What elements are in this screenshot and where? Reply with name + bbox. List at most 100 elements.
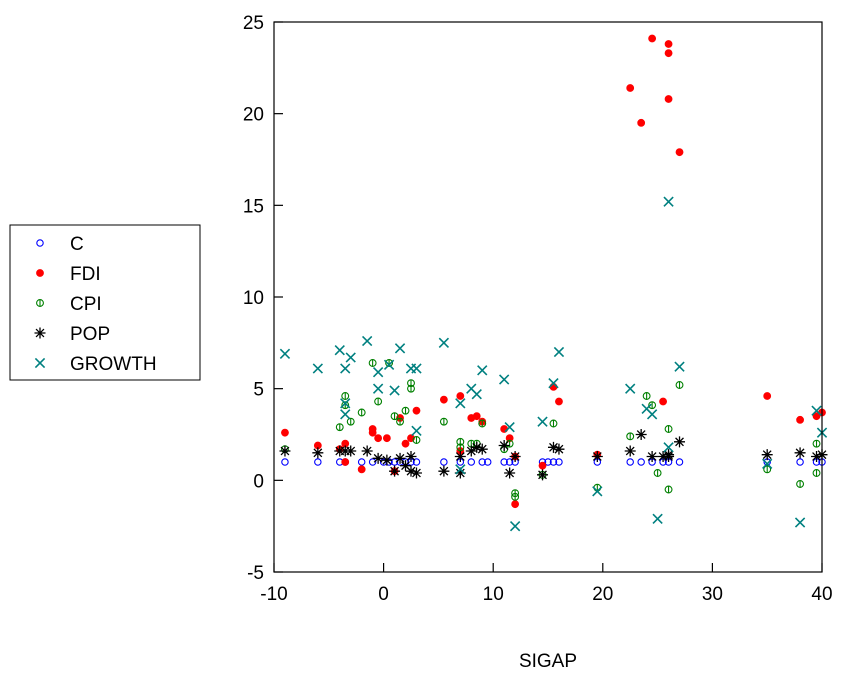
- data-point-c: [412, 458, 421, 466]
- data-point-pop: [405, 465, 417, 477]
- data-point-growth: [340, 409, 351, 420]
- x-tick-label: 20: [592, 584, 613, 605]
- data-point-growth: [471, 389, 482, 400]
- data-point-cpi: [439, 417, 448, 426]
- data-point-growth: [663, 196, 674, 207]
- data-point-cpi: [407, 384, 415, 393]
- data-point-growth: [372, 367, 384, 378]
- data-point-c: [796, 458, 804, 466]
- data-point-growth: [394, 343, 406, 354]
- y-tick-label: 20: [243, 105, 264, 126]
- y-tick-label: 5: [253, 380, 264, 401]
- data-point-c: [357, 458, 366, 466]
- data-point-fdi: [626, 84, 635, 92]
- data-point-pop: [471, 441, 483, 453]
- data-point-cpi: [653, 469, 662, 477]
- data-point-growth: [762, 458, 773, 469]
- data-point-growth: [411, 425, 422, 436]
- data-point-pop: [476, 443, 488, 455]
- data-point-growth: [794, 517, 806, 528]
- data-point-growth: [279, 348, 291, 359]
- x-tick-label: 30: [702, 584, 723, 605]
- data-point-c: [637, 458, 645, 466]
- data-point-c: [467, 458, 476, 466]
- data-point-fdi: [439, 395, 448, 404]
- legend-label-pop: POP: [70, 324, 110, 345]
- data-point-growth: [625, 383, 636, 394]
- data-point-pop: [553, 443, 565, 455]
- data-point-growth: [340, 363, 351, 374]
- data-point-fdi: [511, 500, 520, 509]
- data-point-cpi: [675, 381, 684, 389]
- data-point-cpi: [368, 359, 377, 367]
- data-point-fdi: [763, 392, 772, 400]
- plot-frame: [273, 21, 823, 573]
- series-fdi: [281, 34, 826, 509]
- legend-marker-pop: [34, 327, 46, 339]
- data-point-pop: [646, 451, 658, 462]
- data-point-pop: [547, 441, 559, 453]
- legend-marker-c: [36, 239, 44, 247]
- data-point-growth: [504, 422, 515, 433]
- legend-label-growth: GROWTH: [70, 354, 157, 375]
- data-point-growth: [312, 363, 324, 374]
- data-point-pop: [794, 447, 806, 459]
- legend-label-fdi: FDI: [70, 264, 101, 285]
- data-point-cpi: [763, 465, 772, 474]
- data-point-growth: [455, 464, 466, 475]
- data-point-c: [500, 458, 508, 466]
- data-point-cpi: [374, 397, 383, 406]
- data-point-fdi: [368, 428, 377, 437]
- data-point-fdi: [648, 34, 657, 43]
- data-point-pop: [389, 465, 401, 477]
- data-point-pop: [674, 436, 686, 448]
- data-point-fdi: [538, 461, 547, 470]
- x-axis-label: SIGAP: [519, 651, 577, 672]
- data-point-pop: [345, 445, 357, 457]
- data-point-cpi: [396, 417, 404, 426]
- data-point-c: [483, 458, 492, 466]
- data-point-pop: [454, 451, 466, 462]
- data-point-cpi: [626, 432, 635, 441]
- data-point-pop: [394, 452, 406, 464]
- y-tick-label: 25: [243, 13, 264, 34]
- data-point-growth: [498, 374, 510, 385]
- legend-marker-fdi: [36, 269, 44, 277]
- y-tick-label: 10: [243, 288, 264, 309]
- data-point-pop: [635, 429, 647, 440]
- data-point-growth: [663, 442, 674, 453]
- series-c: [281, 458, 826, 466]
- data-point-fdi: [401, 439, 410, 448]
- data-point-pop: [509, 451, 521, 462]
- data-point-fdi: [637, 118, 646, 127]
- data-point-cpi: [549, 419, 558, 428]
- data-point-pop: [438, 465, 450, 477]
- data-point-growth: [674, 361, 685, 372]
- data-point-growth: [361, 335, 373, 347]
- data-point-pop: [381, 454, 393, 466]
- data-point-pop: [410, 467, 422, 479]
- data-point-cpi: [511, 492, 520, 501]
- y-tick-label: 0: [253, 471, 264, 492]
- data-point-fdi: [664, 95, 673, 103]
- legend-label-cpi: CPI: [70, 294, 102, 315]
- data-point-fdi: [382, 434, 391, 443]
- data-point-growth: [438, 337, 450, 348]
- data-point-pop: [405, 451, 417, 462]
- data-point-pop: [504, 467, 516, 479]
- data-point-cpi: [796, 480, 805, 488]
- data-point-growth: [389, 385, 400, 396]
- data-point-c: [555, 458, 563, 466]
- data-point-cpi: [357, 408, 366, 417]
- data-point-pop: [279, 445, 291, 457]
- data-point-pop: [591, 451, 603, 462]
- data-point-growth: [455, 398, 466, 409]
- series-growth: [279, 196, 828, 532]
- data-point-growth: [334, 345, 345, 356]
- data-point-fdi: [796, 415, 804, 424]
- data-point-fdi: [659, 397, 667, 406]
- data-point-cpi: [412, 436, 421, 444]
- data-point-cpi: [642, 392, 651, 400]
- data-point-pop: [312, 447, 324, 459]
- data-point-growth: [383, 359, 395, 370]
